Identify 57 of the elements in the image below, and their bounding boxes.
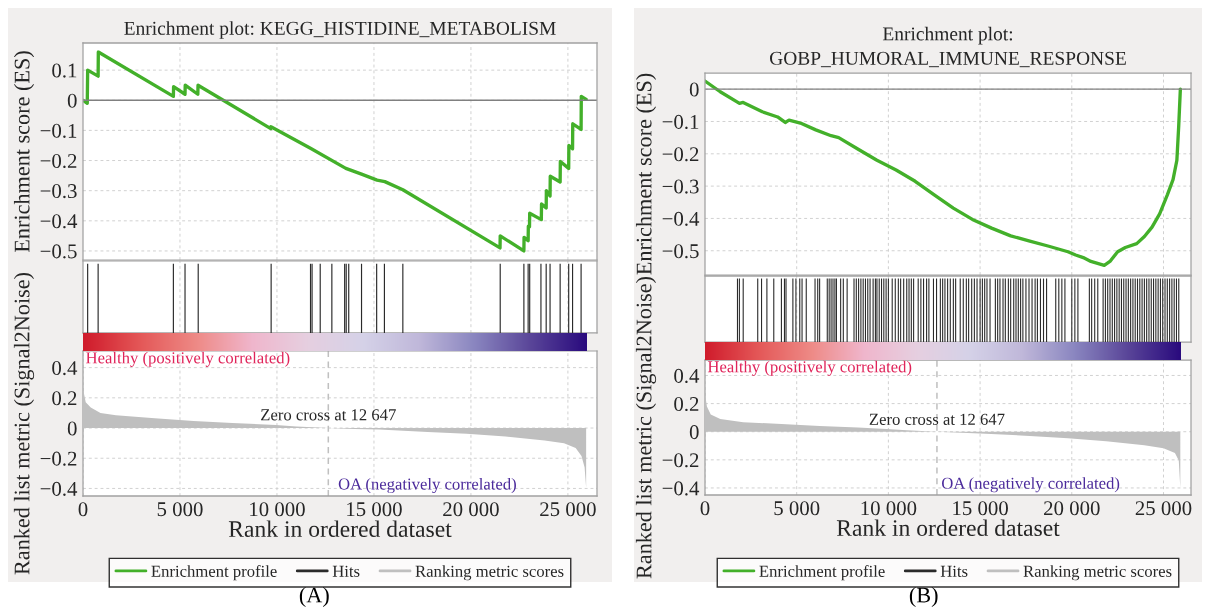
y-tick-label: 0.4 (52, 360, 78, 376)
y-tick-label: 0.2 (52, 391, 77, 406)
x-tick-label: 10 000 (861, 501, 917, 516)
legend-label: Enrichment profile (759, 565, 885, 581)
y-tick-label: −0.3 (40, 184, 77, 199)
y-tick-label: 0 (67, 421, 77, 436)
y-tick-label: −0.4 (662, 211, 700, 226)
annotation: OA (negatively correlated) (338, 477, 516, 494)
y-tick-label: −0.3 (662, 179, 699, 194)
y-axis-title: Enrichment score (ES) (635, 73, 657, 275)
y-tick-label: −0.4 (40, 481, 78, 496)
annotation: Healthy (positively correlated) (707, 360, 912, 376)
legend-label: Ranking metric scores (415, 565, 564, 581)
y-tick-label: −0.2 (662, 453, 699, 468)
x-tick-label: 5 000 (157, 502, 203, 517)
y-tick-label: 0.4 (674, 368, 700, 383)
y-tick-label: 0 (689, 425, 699, 440)
y-tick-label: −0.4 (662, 481, 700, 496)
y-tick-label: 0 (689, 82, 699, 97)
y-tick-label: 0.2 (674, 396, 699, 412)
legend-label: Hits (332, 565, 360, 577)
x-tick-label: 0 (78, 502, 88, 517)
y-tick-label: −0.2 (40, 451, 77, 466)
x-tick-label: 15 000 (953, 501, 1008, 516)
annotation: OA (negatively correlated) (941, 477, 1120, 493)
x-tick-label: 25 000 (540, 502, 596, 517)
text: (A) (299, 586, 329, 608)
x-axis-title: Rank in ordered dataset (836, 519, 1060, 537)
ref-line-label: Zero cross at 12 647 (869, 413, 1005, 425)
y-tick-label: −0.1 (40, 123, 77, 138)
x-tick-label: 20 000 (443, 502, 499, 517)
legend-label: Ranking metric scores (1023, 565, 1172, 581)
y-tick-label: −0.1 (662, 114, 699, 129)
y-tick-label: −0.5 (662, 244, 699, 259)
x-tick-label: 10 000 (250, 502, 305, 517)
text: (B) (909, 586, 938, 608)
y-axis-title: Enrichment score (ES) (13, 51, 35, 253)
x-axis-title: Rank in ordered dataset (228, 520, 452, 538)
x-tick-label: 25 000 (1135, 501, 1192, 516)
chart-title: Enrichment plot: KEGG_HISTIDINE_METABOLISM (124, 21, 556, 39)
y-axis-title: Ranked list metric (Signal2Noise) (635, 276, 657, 579)
y-axis-title: Ranked list metric (Signal2Noise) (13, 272, 35, 575)
y-tick-label: −0.2 (662, 147, 699, 162)
y-tick-label: 0.1 (52, 63, 77, 78)
x-tick-label: 20 000 (1044, 501, 1100, 516)
x-tick-label: 0 (700, 501, 710, 516)
chart-title: Enrichment plot: GOBP_HUMORAL_IMMUNE_RESPONSE (770, 26, 1126, 68)
y-tick-label: 0 (67, 93, 77, 108)
legend-label: Hits (940, 565, 968, 577)
y-tick-label: −0.4 (40, 214, 78, 229)
y-tick-label: −0.5 (40, 244, 77, 259)
x-tick-label: 15 000 (347, 502, 402, 517)
ref-line-label: Zero cross at 12 647 (261, 409, 396, 421)
annotation: Healthy (positively correlated) (86, 351, 290, 367)
y-tick-label: −0.2 (40, 153, 77, 169)
legend-label: Enrichment profile (151, 565, 277, 581)
x-tick-label: 5 000 (774, 501, 820, 516)
